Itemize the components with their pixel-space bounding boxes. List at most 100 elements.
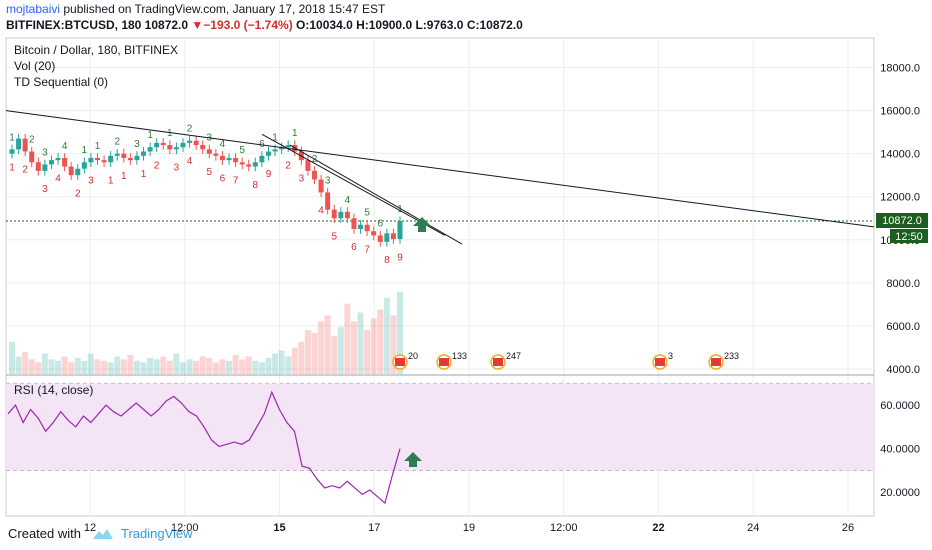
volume-bar — [278, 350, 285, 374]
last-price-value: 10872.0 — [882, 215, 922, 227]
volume-bar — [107, 362, 114, 374]
price-axis[interactable]: 18000.016000.014000.012000.010000.08000.… — [880, 63, 920, 500]
volume-bar — [61, 356, 68, 374]
td-down-label: 7 — [233, 175, 239, 186]
event-count-label: 133 — [452, 351, 467, 361]
td-up-label: 6 — [259, 139, 265, 150]
time-tick-label: 12:00 — [171, 522, 199, 534]
countdown-value: 12:50 — [895, 231, 923, 243]
volume-bar — [377, 309, 384, 374]
time-axis[interactable]: 12 12:00 15 17 19 12:00 22 24 26 — [84, 522, 854, 534]
candle-body — [101, 160, 107, 163]
volume-bar — [74, 357, 81, 374]
event-flag-body — [395, 358, 405, 366]
time-tick-label: 12 — [84, 522, 96, 534]
volume-bar — [140, 362, 147, 374]
td-up-label: 1 — [292, 128, 298, 139]
volume-bar — [212, 362, 219, 374]
td-down-label: 4 — [187, 156, 193, 167]
created-with-text: Created with — [8, 526, 81, 541]
volume-bar — [87, 353, 94, 374]
td-up-label: 2 — [114, 137, 120, 148]
candle-body — [55, 157, 61, 161]
candle-body — [180, 142, 186, 148]
time-tick-label: 17 — [368, 522, 380, 534]
volume-bar — [344, 303, 351, 374]
volume-bar — [206, 357, 213, 374]
candle-body — [233, 157, 239, 163]
candle-body — [173, 147, 179, 150]
td-down-label: 1 — [121, 171, 127, 182]
published-text: published on TradingView.com, January 17… — [60, 2, 386, 16]
event-count-label: 247 — [506, 351, 521, 361]
td-up-label: 1 — [95, 141, 101, 152]
candle-body — [29, 151, 35, 163]
symbol-line: BITFINEX:BTCUSD, 180 10872.0 ▼−193.0 (−1… — [6, 18, 523, 32]
change-value: −193.0 (−1.74%) — [203, 18, 293, 32]
volume-bar — [350, 321, 357, 374]
volume-bar — [226, 360, 233, 374]
candle-body — [48, 160, 54, 165]
price-tick-label: 12000.0 — [880, 192, 920, 204]
price-tick-label: 4000.0 — [886, 364, 920, 376]
author-link[interactable]: mojtabaivi — [6, 2, 61, 16]
volume-bar — [304, 330, 311, 374]
legend-volume: Vol (20) — [14, 59, 55, 73]
tradingview-brand[interactable]: TradingView — [120, 526, 193, 541]
candle-body — [9, 149, 15, 154]
candle-body — [252, 162, 258, 167]
volume-bar — [272, 353, 279, 374]
time-tick-label: 19 — [463, 522, 475, 534]
volume-bar — [153, 359, 160, 374]
candle-body — [81, 162, 87, 169]
rsi-tick-label: 60.0000 — [880, 400, 920, 412]
td-down-label: 7 — [364, 244, 370, 255]
rsi-polyline — [7, 390, 401, 505]
td-up-label: 3 — [325, 175, 331, 186]
last-price-label — [876, 213, 928, 228]
event-flag-body — [439, 358, 449, 366]
volume-bar — [94, 359, 101, 374]
candle-body — [285, 145, 291, 148]
candle-body — [279, 147, 285, 150]
candle-body — [312, 170, 318, 180]
trendlines[interactable] — [5, 110, 875, 245]
td-up-label: 4 — [220, 139, 226, 150]
volume-bar — [239, 359, 246, 374]
time-tick-label: 26 — [842, 522, 854, 534]
td-up-label: 1 — [167, 128, 173, 139]
td-down-label: 6 — [220, 173, 226, 184]
event-flag-body — [493, 358, 503, 366]
candle-body — [141, 151, 147, 156]
volume-bar — [133, 360, 140, 374]
candle-body — [16, 138, 22, 150]
rsi-band — [6, 383, 874, 471]
volume-bar — [166, 360, 173, 374]
td-up-label: 4 — [345, 195, 351, 206]
candle-body — [206, 149, 212, 154]
legend-td-sequential: TD Sequential (0) — [14, 75, 108, 89]
td-sequential-labels: 1234112311234561123456112342311123456789… — [9, 124, 403, 266]
volume-bars — [9, 292, 403, 374]
volume-bar — [186, 359, 193, 374]
candle-body — [75, 168, 81, 176]
td-down-label: 4 — [55, 173, 61, 184]
candle-body — [108, 155, 114, 163]
change-down-arrow-icon: ▼ — [191, 18, 204, 32]
volume-bar — [28, 359, 35, 374]
volume-bar — [390, 315, 397, 374]
candle-body — [364, 224, 370, 232]
candles — [9, 133, 403, 247]
candle-body — [42, 164, 48, 171]
candle-body — [272, 149, 278, 152]
candle-body — [147, 147, 153, 152]
event-markers[interactable]: 20 133 247 3 233 — [392, 351, 739, 370]
time-tick-label: 24 — [747, 522, 759, 534]
candle-body — [219, 155, 225, 161]
td-up-label: 5 — [239, 145, 245, 156]
candle-body — [344, 211, 350, 219]
candle-body — [384, 233, 390, 242]
chart-canvas[interactable]: 1234112311234561123456112342311123456789… — [0, 34, 932, 550]
td-up-label: 1 — [272, 132, 278, 143]
td-up-label: 1 — [9, 132, 15, 143]
